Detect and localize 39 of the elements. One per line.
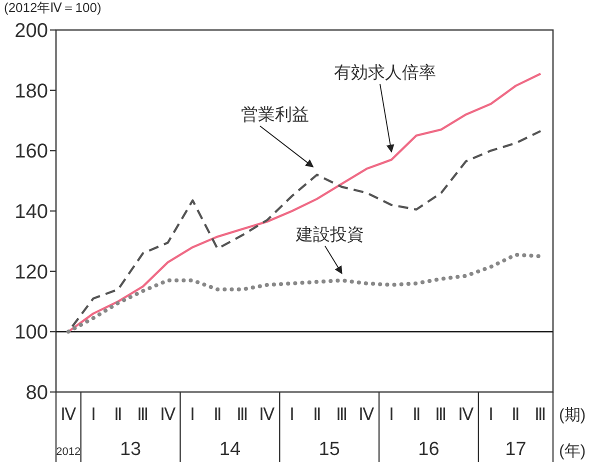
y-tick-label: 140 bbox=[14, 201, 48, 223]
text: 13 bbox=[120, 439, 142, 460]
x-tick-label: Ⅱ bbox=[114, 405, 122, 424]
text: 有効求人倍率 bbox=[334, 63, 436, 82]
x-tick-label: Ⅱ bbox=[312, 405, 321, 424]
y-tick-label: 200 bbox=[14, 20, 48, 42]
x-tick-label: Ⅱ bbox=[512, 405, 520, 424]
y-tick-label: 120 bbox=[14, 261, 48, 284]
x-tick-label: Ⅲ bbox=[236, 405, 248, 424]
text: 建設投資 bbox=[295, 225, 364, 244]
y-tick-label: 100 bbox=[14, 322, 48, 344]
x-tick-label: Ⅲ bbox=[136, 405, 149, 424]
text: 営業利益 bbox=[241, 105, 309, 124]
text: (年) bbox=[559, 443, 586, 460]
x-tick-label: Ⅲ bbox=[336, 405, 348, 424]
text: 14 bbox=[219, 439, 241, 460]
x-tick-label: Ⅳ bbox=[259, 405, 276, 424]
x-tick-label: Ⅰ bbox=[290, 405, 295, 424]
x-tick-label: Ⅰ bbox=[488, 405, 494, 424]
text: 2012 bbox=[56, 446, 81, 458]
y-tick-label: 180 bbox=[14, 80, 48, 102]
x-tick-label: Ⅲ bbox=[435, 405, 448, 424]
text: (期) bbox=[559, 406, 586, 424]
x-tick-label: Ⅳ bbox=[160, 405, 176, 424]
x-tick-label: Ⅳ bbox=[358, 405, 375, 424]
text: 17 bbox=[505, 439, 526, 460]
x-tick-label: Ⅲ bbox=[534, 405, 547, 424]
x-tick-label: Ⅳ bbox=[458, 405, 474, 424]
x-tick-label: Ⅰ bbox=[90, 405, 96, 424]
x-tick-label: Ⅰ bbox=[190, 405, 196, 424]
x-tick-label: Ⅱ bbox=[412, 405, 420, 424]
text: 16 bbox=[418, 439, 440, 460]
y-axis-title: (2012年Ⅳ＝100) bbox=[4, 0, 102, 15]
x-tick-label: Ⅳ bbox=[60, 405, 76, 424]
y-tick-label: 160 bbox=[14, 140, 48, 163]
y-tick-label: 80 bbox=[26, 382, 48, 404]
text: 15 bbox=[318, 439, 340, 460]
x-tick-label: Ⅱ bbox=[214, 405, 222, 424]
x-tick-label: Ⅰ bbox=[388, 405, 394, 424]
